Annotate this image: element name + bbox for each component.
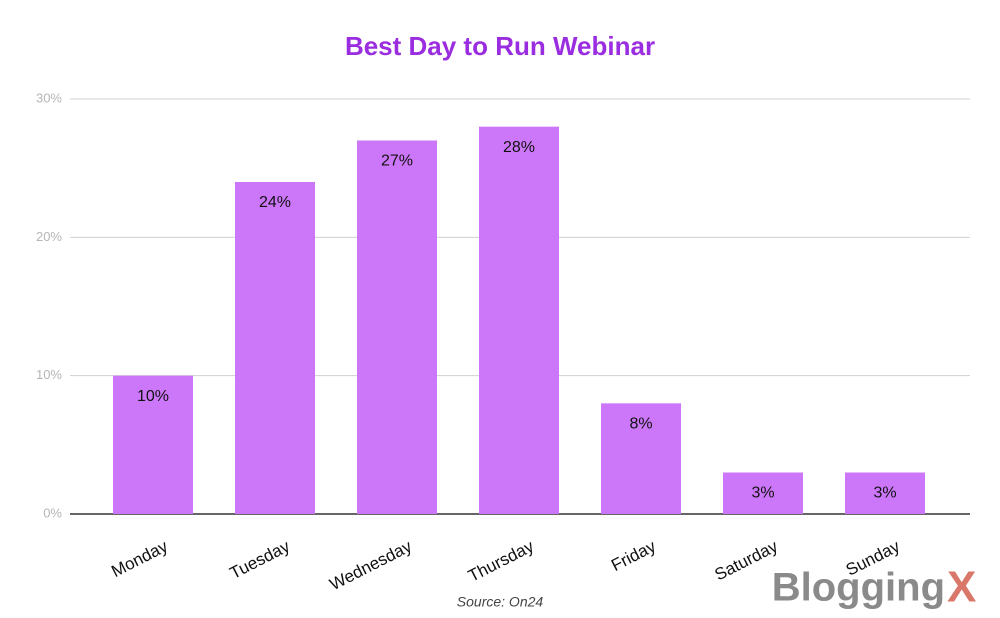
chart-title: Best Day to Run Webinar [345, 31, 655, 61]
value-label: 27% [381, 153, 413, 170]
value-label: 3% [751, 485, 774, 502]
bar [479, 126, 559, 515]
y-tick-label: 0% [43, 505, 62, 520]
brand-mark: X [947, 563, 976, 612]
value-label: 10% [137, 388, 169, 405]
bar [235, 182, 315, 514]
x-tick-label: Wednesday [327, 536, 416, 594]
y-tick-label: 10% [36, 367, 62, 382]
bar [845, 472, 925, 514]
bar [357, 140, 437, 514]
value-label: 24% [259, 194, 291, 211]
x-tick-label: Thursday [465, 536, 537, 585]
bar [113, 375, 193, 514]
y-tick-label: 20% [36, 229, 62, 244]
bar [723, 472, 803, 514]
value-label: 3% [873, 485, 896, 502]
y-tick-label: 30% [36, 90, 62, 105]
bar [601, 403, 681, 514]
x-tick-label: Monday [108, 536, 171, 581]
value-label: 28% [503, 139, 535, 156]
source-note: Source: On24 [457, 594, 544, 610]
x-tick-label: Friday [608, 536, 659, 575]
x-tick-label: Tuesday [227, 536, 294, 582]
brand-name: Blogging [772, 566, 945, 610]
value-label: 8% [629, 416, 652, 433]
